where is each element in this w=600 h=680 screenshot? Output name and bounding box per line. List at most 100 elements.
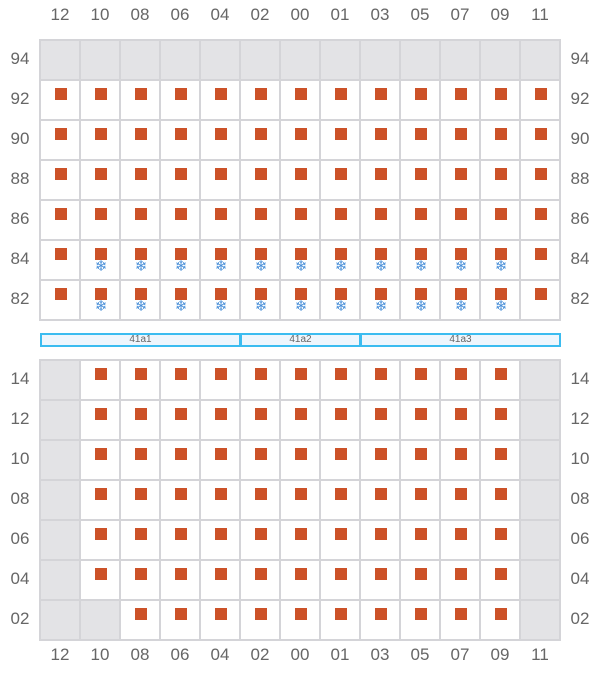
seat-cell[interactable]: ❄ (200, 280, 240, 320)
seat-cell[interactable] (160, 400, 200, 440)
seat-cell[interactable] (200, 80, 240, 120)
seat-cell[interactable]: ❄ (280, 240, 320, 280)
seat-cell[interactable] (120, 400, 160, 440)
seat-cell[interactable]: ❄ (160, 280, 200, 320)
seat-cell[interactable] (120, 200, 160, 240)
seat-cell[interactable] (360, 600, 400, 640)
seat-cell[interactable] (400, 600, 440, 640)
seat-cell[interactable] (120, 360, 160, 400)
seat-cell[interactable] (480, 520, 520, 560)
seat-cell[interactable] (320, 520, 360, 560)
seat-cell[interactable] (120, 80, 160, 120)
seat-cell[interactable] (160, 160, 200, 200)
seat-cell[interactable] (120, 160, 160, 200)
seat-cell[interactable] (440, 440, 480, 480)
seat-cell[interactable] (80, 160, 120, 200)
seat-cell[interactable]: ❄ (440, 240, 480, 280)
seat-cell[interactable] (440, 200, 480, 240)
seat-cell[interactable] (200, 160, 240, 200)
seat-cell[interactable] (520, 200, 560, 240)
seat-cell[interactable] (400, 160, 440, 200)
seat-cell[interactable] (80, 360, 120, 400)
segment-bar[interactable]: 41a1 (40, 333, 241, 347)
seat-cell[interactable] (360, 440, 400, 480)
seat-cell[interactable] (440, 600, 480, 640)
seat-cell[interactable] (360, 200, 400, 240)
seat-cell[interactable] (160, 360, 200, 400)
seat-cell[interactable]: ❄ (480, 280, 520, 320)
seat-cell[interactable] (360, 400, 400, 440)
seat-cell[interactable] (480, 600, 520, 640)
seat-cell[interactable] (120, 560, 160, 600)
seat-cell[interactable] (240, 80, 280, 120)
seat-cell[interactable] (240, 400, 280, 440)
seat-cell[interactable] (520, 280, 560, 320)
seat-cell[interactable]: ❄ (320, 280, 360, 320)
seat-cell[interactable] (240, 480, 280, 520)
seat-cell[interactable] (440, 160, 480, 200)
seat-cell[interactable] (240, 520, 280, 560)
seat-cell[interactable] (160, 80, 200, 120)
seat-cell[interactable] (320, 400, 360, 440)
seat-cell[interactable] (200, 600, 240, 640)
seat-cell[interactable] (160, 200, 200, 240)
seat-cell[interactable] (120, 480, 160, 520)
seat-cell[interactable] (280, 560, 320, 600)
seat-cell[interactable] (480, 160, 520, 200)
seat-cell[interactable] (120, 120, 160, 160)
seat-cell[interactable] (200, 200, 240, 240)
segment-bar[interactable]: 41a3 (360, 333, 561, 347)
seat-cell[interactable] (480, 200, 520, 240)
seat-cell[interactable] (320, 80, 360, 120)
seat-cell[interactable] (40, 160, 80, 200)
seat-cell[interactable] (80, 560, 120, 600)
seat-cell[interactable] (80, 120, 120, 160)
seat-cell[interactable] (320, 120, 360, 160)
seat-cell[interactable] (80, 200, 120, 240)
seat-cell[interactable]: ❄ (480, 240, 520, 280)
seat-cell[interactable] (520, 80, 560, 120)
seat-cell[interactable] (80, 400, 120, 440)
seat-cell[interactable] (360, 120, 400, 160)
seat-cell[interactable] (400, 480, 440, 520)
seat-cell[interactable] (120, 520, 160, 560)
seat-cell[interactable] (320, 480, 360, 520)
seat-cell[interactable]: ❄ (280, 280, 320, 320)
seat-cell[interactable] (520, 240, 560, 280)
seat-cell[interactable] (360, 160, 400, 200)
seat-cell[interactable] (320, 560, 360, 600)
seat-cell[interactable] (280, 480, 320, 520)
seat-cell[interactable] (480, 480, 520, 520)
seat-cell[interactable]: ❄ (120, 240, 160, 280)
seat-cell[interactable] (200, 480, 240, 520)
seat-cell[interactable]: ❄ (120, 280, 160, 320)
seat-cell[interactable] (360, 80, 400, 120)
seat-cell[interactable] (440, 400, 480, 440)
seat-cell[interactable] (200, 560, 240, 600)
seat-cell[interactable] (480, 440, 520, 480)
seat-cell[interactable] (520, 120, 560, 160)
seat-cell[interactable] (360, 560, 400, 600)
seat-cell[interactable] (320, 600, 360, 640)
seat-cell[interactable]: ❄ (80, 240, 120, 280)
seat-cell[interactable] (160, 560, 200, 600)
seat-cell[interactable] (240, 600, 280, 640)
seat-cell[interactable] (360, 480, 400, 520)
seat-cell[interactable] (120, 600, 160, 640)
seat-cell[interactable] (80, 480, 120, 520)
seat-cell[interactable] (80, 440, 120, 480)
seat-cell[interactable] (240, 360, 280, 400)
seat-cell[interactable] (40, 200, 80, 240)
seat-cell[interactable] (440, 480, 480, 520)
seat-cell[interactable] (400, 200, 440, 240)
seat-cell[interactable] (480, 360, 520, 400)
seat-cell[interactable] (480, 120, 520, 160)
seat-cell[interactable] (280, 160, 320, 200)
seat-cell[interactable] (360, 520, 400, 560)
seat-cell[interactable] (160, 120, 200, 160)
seat-cell[interactable] (160, 440, 200, 480)
seat-cell[interactable] (280, 200, 320, 240)
seat-cell[interactable] (320, 360, 360, 400)
seat-cell[interactable] (440, 120, 480, 160)
seat-cell[interactable] (280, 360, 320, 400)
